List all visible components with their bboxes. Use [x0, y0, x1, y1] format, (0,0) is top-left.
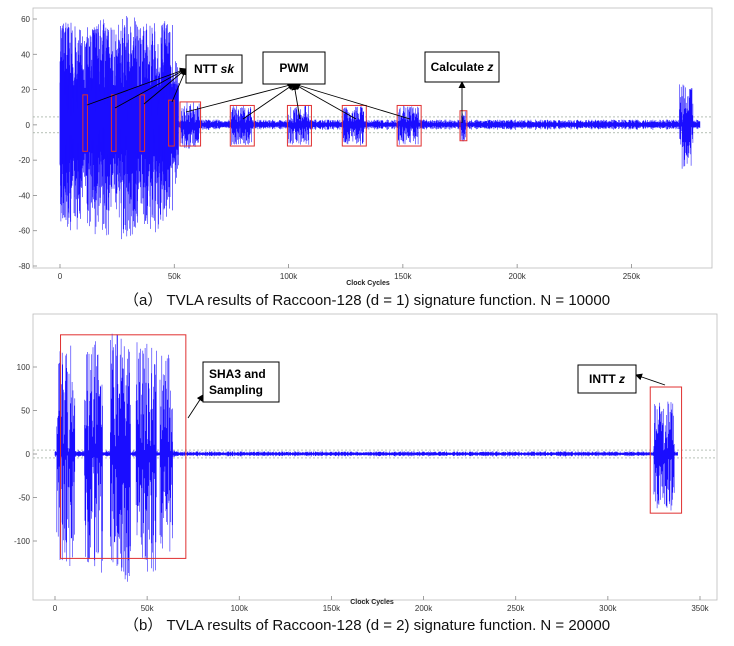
highlight-box	[649, 386, 683, 514]
annotation-box	[424, 51, 500, 83]
x-tick-label: 150k	[323, 604, 341, 613]
y-tick-label: 40	[21, 50, 30, 59]
trace-burst	[135, 342, 157, 572]
x-tick-label: 300k	[599, 604, 617, 613]
trace-burst	[343, 105, 364, 146]
panel-b-axis-ticks: -100 -50 0 50 100 0 50k 100k 150k 200k 250k 300k 350…	[14, 363, 710, 613]
y-tick-label: -100	[14, 537, 31, 546]
y-tick-label: -80	[18, 262, 30, 271]
trace-burst	[56, 345, 76, 566]
annotation-box	[185, 54, 243, 84]
highlight-box	[341, 104, 367, 147]
y-tick-label: 0	[26, 450, 31, 459]
panel-a-caption: （a） TVLA results of Raccoon-128 (d = 1) …	[124, 292, 610, 309]
trace-burst	[159, 354, 173, 552]
highlight-box	[396, 104, 422, 147]
annotation-arrow	[114, 68, 187, 109]
x-tick-label: 250k	[623, 272, 641, 281]
panel-b-plot-frame	[32, 313, 718, 601]
annotation-arrow	[187, 394, 204, 419]
annotation-box	[262, 51, 326, 85]
annotation-arrow	[242, 83, 295, 120]
panel-b: -100 -50 0 50 100 0 50k 100k 150k 200k 250k 300k 350…	[14, 313, 718, 634]
y-tick-label: 60	[21, 15, 30, 24]
annotation-arrow	[171, 68, 187, 103]
x-tick-label: 50k	[168, 272, 182, 281]
y-tick-label: 50	[21, 407, 30, 416]
panel-b-caption: （b） TVLA results of Raccoon-128 (d = 2) …	[124, 617, 610, 634]
trace-burst	[180, 102, 200, 149]
annotation-box	[202, 361, 280, 403]
highlight-box	[168, 99, 175, 147]
trace-burst	[398, 105, 419, 145]
panel-a-series	[33, 16, 712, 240]
trace-segment	[178, 119, 701, 130]
x-tick-label: 250k	[507, 604, 525, 613]
trace-segment	[176, 451, 678, 457]
annotation-label-ntt: NTT sk	[194, 62, 235, 76]
highlight-box	[229, 104, 255, 147]
trace-burst	[59, 22, 82, 231]
highlight-box	[286, 104, 312, 147]
y-tick-label: -40	[18, 191, 30, 200]
panel-a-plot-frame	[32, 7, 713, 269]
panel-b-highlight-boxes	[60, 334, 683, 559]
y-tick-label: 20	[21, 86, 30, 95]
highlight-box	[82, 94, 88, 152]
annotation-arrow	[293, 82, 411, 120]
trace-burst	[144, 21, 167, 233]
annotation-arrow	[293, 83, 357, 120]
y-tick-label: -20	[18, 156, 30, 165]
trace-burst	[679, 84, 694, 169]
x-tick-label: 0	[53, 604, 58, 613]
annotation-label-sha3: Sampling	[209, 383, 263, 397]
annotation-arrow	[185, 82, 295, 113]
highlight-box	[60, 334, 187, 559]
panel-a-x-axis-label: Clock Cycles	[346, 280, 390, 287]
panel-b-x-axis-label: Clock Cycles	[350, 599, 394, 606]
panel-a-axis-ticks: -80 -60 -40 -20 0 20 40 60 0 50k 100k 150k 200k 250k	[18, 15, 641, 281]
x-tick-label: 100k	[231, 604, 249, 613]
annotation-box	[577, 364, 637, 394]
trace-burst	[288, 105, 310, 145]
panel-b-series	[33, 333, 717, 582]
trace-burst	[110, 333, 131, 582]
x-tick-label: 350k	[691, 604, 709, 613]
highlight-box	[459, 110, 468, 142]
panel-a-annotations: NTT sk PWM Calculate z	[86, 51, 500, 123]
trace-burst	[84, 341, 103, 573]
highlight-box	[179, 101, 202, 147]
x-tick-label: 150k	[394, 272, 412, 281]
x-tick-label: 200k	[508, 272, 526, 281]
y-tick-label: 100	[17, 363, 31, 372]
y-tick-label: 0	[26, 121, 31, 130]
trace-burst	[231, 105, 252, 145]
annotation-label-sha3: SHA3 and	[209, 367, 266, 381]
y-tick-label: -60	[18, 227, 30, 236]
annotation-label-intt: INTT z	[589, 372, 625, 386]
x-tick-label: 50k	[141, 604, 155, 613]
y-tick-label: -50	[18, 494, 30, 503]
x-tick-label: 0	[58, 272, 63, 281]
x-tick-label: 100k	[280, 272, 298, 281]
annotation-arrow	[86, 67, 187, 106]
x-tick-label: 200k	[415, 604, 433, 613]
annotation-label-pwm: PWM	[279, 61, 308, 75]
annotation-arrow	[635, 373, 666, 386]
annotation-arrow	[143, 68, 187, 105]
trace-burst	[653, 401, 675, 511]
panel-b-annotations: SHA3 and Sampling INTT z	[187, 361, 666, 419]
highlight-box	[139, 94, 146, 152]
annotation-label-calc: Calculate z	[431, 60, 494, 74]
